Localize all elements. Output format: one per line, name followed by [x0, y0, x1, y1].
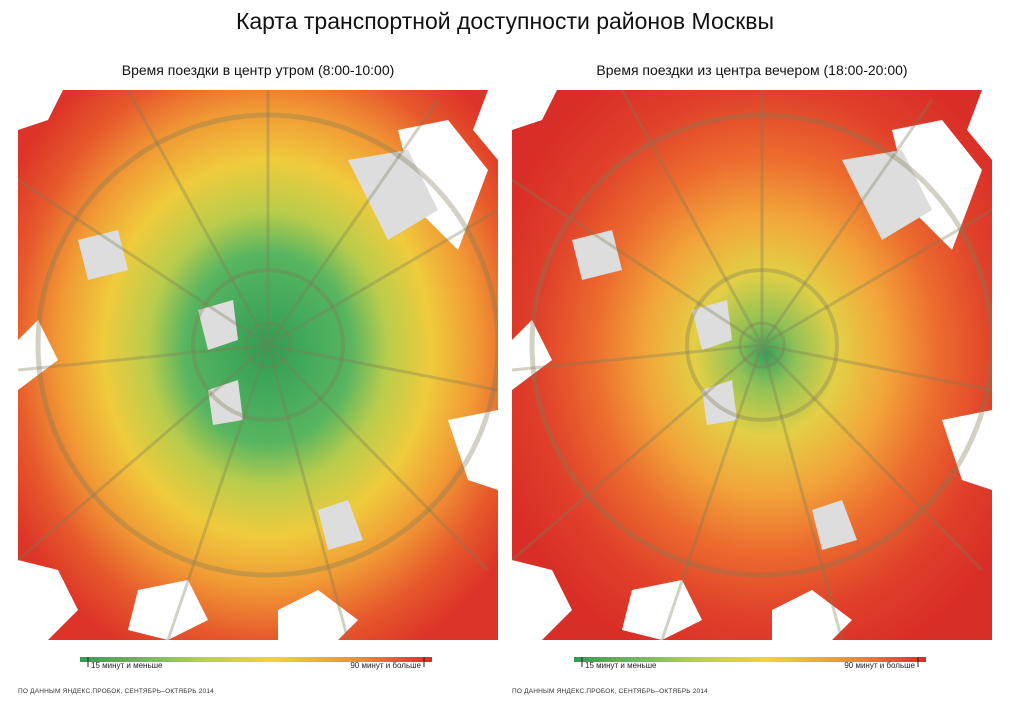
panel: Время поездки из центра вечером (18:00-2… — [512, 60, 992, 710]
map — [512, 90, 992, 640]
panel: Время поездки в центр утром (8:00-10:00)… — [18, 60, 498, 710]
source-note: ПО ДАННЫМ ЯНДЕКС.ПРОБОК, СЕНТЯБРЬ–ОКТЯБР… — [18, 688, 214, 695]
legend-max: 90 минут и больше — [350, 661, 421, 670]
legend-min: 15 минут и меньше — [91, 661, 163, 670]
map — [18, 90, 498, 640]
legend-bar — [80, 657, 432, 662]
legend-min: 15 минут и меньше — [585, 661, 657, 670]
panel-subtitle: Время поездки в центр утром (8:00-10:00) — [121, 62, 395, 78]
panel-subtitle: Время поездки из центра вечером (18:00-2… — [596, 62, 908, 78]
legend-max: 90 минут и больше — [844, 661, 915, 670]
legend: 15 минут и меньше 90 минут и больше — [80, 657, 432, 670]
page-title: Карта транспортной доступности районов М… — [235, 8, 775, 34]
source-note: ПО ДАННЫМ ЯНДЕКС.ПРОБОК, СЕНТЯБРЬ–ОКТЯБР… — [512, 688, 708, 695]
legend-bar — [574, 657, 926, 662]
legend: 15 минут и меньше 90 минут и больше — [574, 657, 926, 670]
